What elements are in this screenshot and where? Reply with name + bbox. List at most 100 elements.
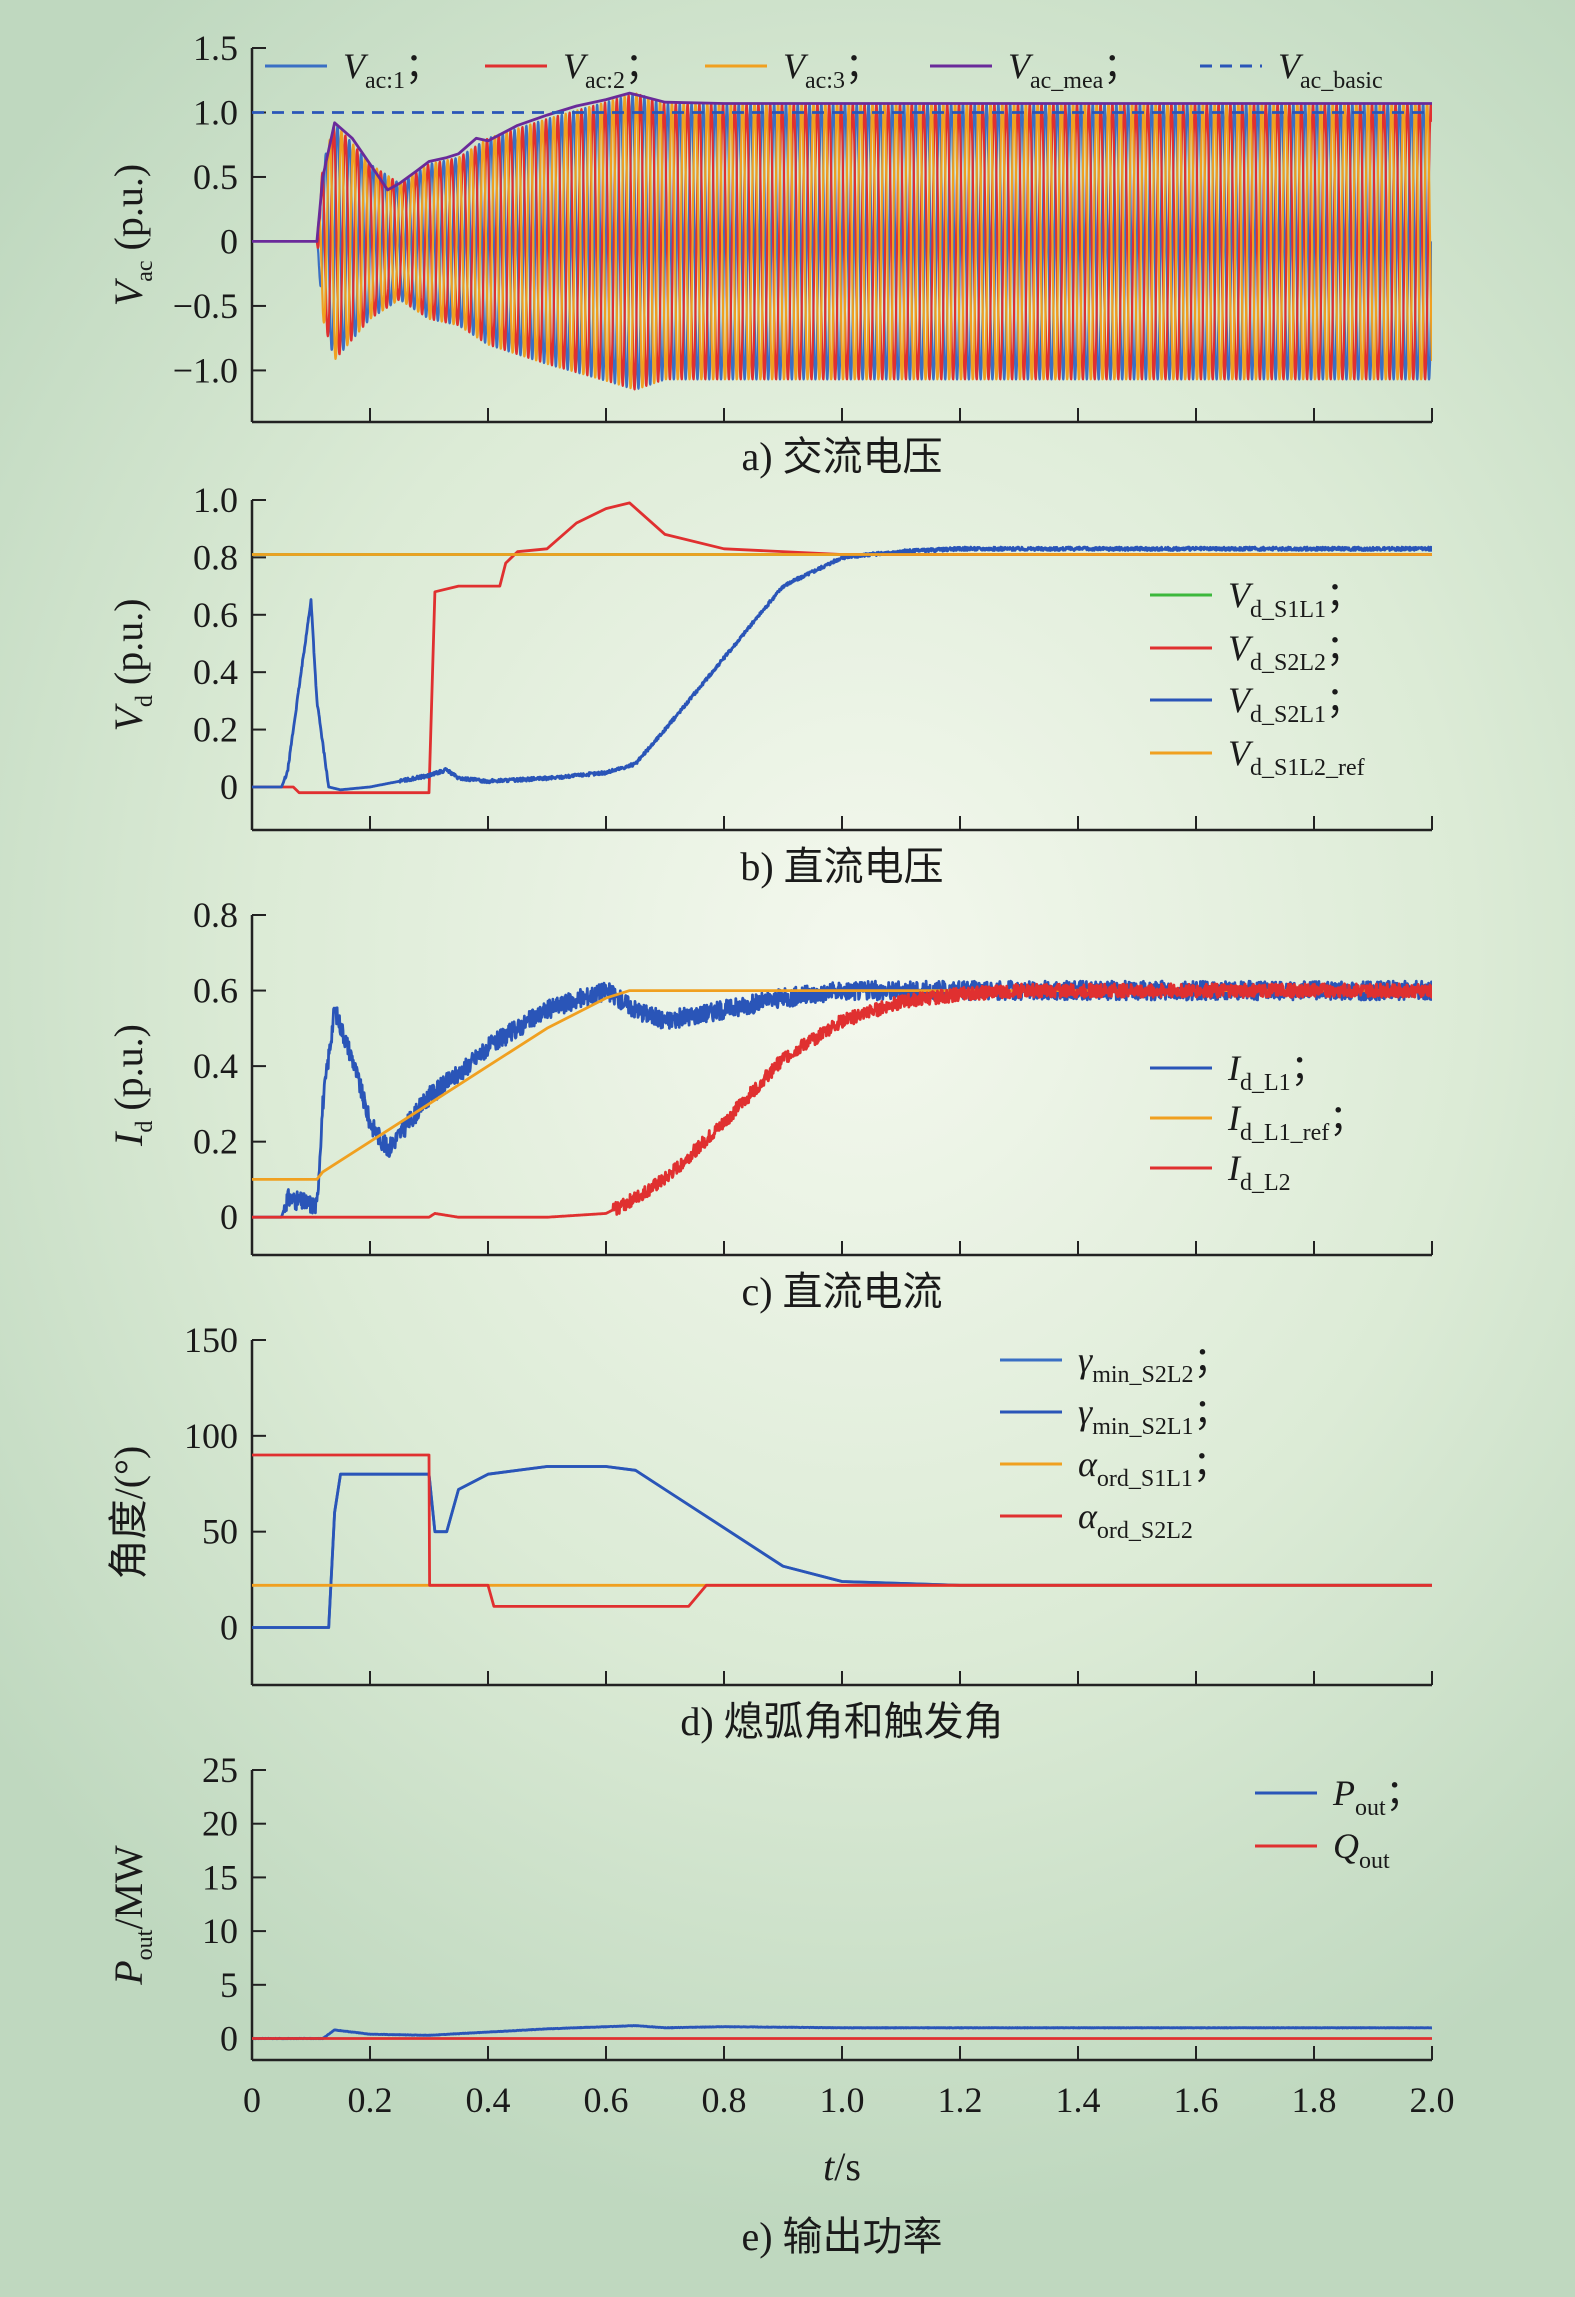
legend-entry: Pout； — [1255, 1773, 1422, 1821]
series-line — [252, 2024, 1432, 2041]
legend-entry: Vac:1； — [265, 46, 441, 94]
y-tick-label: 0.8 — [193, 537, 238, 577]
legend-label: Vac_basic — [1278, 46, 1383, 94]
legend-entry: Vac:2； — [485, 46, 661, 94]
y-tick-label: 0 — [220, 1608, 238, 1648]
legend-entry: Vac:3； — [705, 46, 881, 94]
y-tick-label: 0.2 — [193, 710, 238, 750]
series-line — [252, 93, 1432, 391]
y-tick-label: 5 — [220, 1965, 238, 2005]
legend-label: Vd_S2L1； — [1228, 680, 1362, 728]
y-axis-label: Vac (p.u.) — [106, 164, 158, 306]
y-tick-label: 0.6 — [193, 595, 238, 635]
y-tick-label: 1.0 — [193, 92, 238, 132]
y-tick-label: 10 — [202, 1911, 238, 1951]
panel-caption: a) 交流电压 — [741, 434, 942, 479]
series-line — [252, 989, 1432, 1181]
legend-entry: Vd_S1L2_ref — [1150, 733, 1365, 781]
legend-label: Qout — [1333, 1826, 1390, 1874]
legend-label: Pout； — [1332, 1773, 1422, 1821]
x-tick-label: 0 — [243, 2080, 261, 2120]
series-line — [252, 91, 1432, 243]
legend-label: Vac:3； — [783, 46, 881, 94]
legend-label: Vd_S2L2； — [1228, 628, 1362, 676]
y-tick-label: 0.4 — [193, 652, 238, 692]
series-line — [252, 1453, 1432, 1608]
legend-entry: γmin_S2L1； — [1000, 1392, 1230, 1440]
x-tick-label: 1.8 — [1292, 2080, 1337, 2120]
y-tick-label: 150 — [184, 1320, 238, 1360]
legend-entry: Vd_S1L1； — [1150, 575, 1362, 623]
x-tick-label: 0.2 — [348, 2080, 393, 2120]
y-tick-label: 15 — [202, 1857, 238, 1897]
panel-caption: d) 熄弧角和触发角 — [680, 1699, 1003, 1744]
y-tick-label: 0 — [220, 767, 238, 807]
panel-b-dc-voltage: 0 0.2 0.4 0.6 0.8 1.0 Vd (p.u.) b) 直流电压 Vd_S1L1；… — [106, 480, 1433, 889]
y-tick-label: 100 — [184, 1416, 238, 1456]
y-tick-label: −1.0 — [173, 350, 238, 390]
legend-label: γmin_S2L2； — [1078, 1340, 1230, 1388]
y-tick-label: 25 — [202, 1750, 238, 1790]
panel-caption: e) 输出功率 — [741, 2214, 942, 2259]
y-tick-label: 1.0 — [193, 480, 238, 520]
x-axis-label: t/s — [823, 2144, 861, 2189]
panel-d-angles: 0 50 100 150 角度/(°) d) 熄弧角和触发角 γmin_S2L2；γmin_… — [106, 1320, 1433, 1744]
legend-label: Id_L2 — [1227, 1148, 1291, 1196]
legend-entry: Id_L1； — [1150, 1048, 1327, 1096]
legend-entry: Id_L2 — [1150, 1148, 1291, 1196]
legend-entry: αord_S2L2 — [1000, 1496, 1193, 1544]
legend-label: Vac:1； — [343, 46, 441, 94]
legend-label: Id_L1； — [1227, 1048, 1327, 1096]
series-line — [252, 92, 1432, 390]
y-axis-label: 角度/(°) — [106, 1446, 151, 1580]
series-line — [252, 1465, 1432, 1629]
legend-label: Vd_S1L2_ref — [1228, 733, 1365, 781]
series-line — [252, 501, 1432, 795]
x-tick-label: 2.0 — [1410, 2080, 1455, 2120]
legend-label: Vac_mea； — [1008, 46, 1139, 94]
legend-entry: Id_L1_ref； — [1150, 1098, 1365, 1146]
x-tick-label: 0.8 — [702, 2080, 747, 2120]
legend-entry: γmin_S2L2； — [1000, 1340, 1230, 1388]
series-line — [252, 982, 1432, 1219]
y-tick-label: 0 — [220, 1197, 238, 1237]
x-tick-label: 1.6 — [1174, 2080, 1219, 2120]
y-tick-label: 0.8 — [193, 895, 238, 935]
x-tick-label: 0.4 — [466, 2080, 511, 2120]
y-tick-label: 0 — [220, 2019, 238, 2059]
y-tick-label: 50 — [202, 1512, 238, 1552]
legend-label: αord_S1L1； — [1078, 1444, 1229, 1492]
legend-label: γmin_S2L1； — [1078, 1392, 1230, 1440]
legend-entry: αord_S1L1； — [1000, 1444, 1229, 1492]
x-tick-label: 1.2 — [938, 2080, 983, 2120]
y-tick-label: 1.5 — [193, 28, 238, 68]
legend-label: Vd_S1L1； — [1228, 575, 1362, 623]
legend-entry: Vd_S2L2； — [1150, 628, 1362, 676]
panel-c-dc-current: 0 0.2 0.4 0.6 0.8 Id (p.u.) c) 直流电流 Id_L1；Id_L1… — [106, 895, 1433, 1314]
x-tick-label: 1.0 — [820, 2080, 865, 2120]
legend-entry: Vd_S2L1； — [1150, 680, 1362, 728]
panel-caption: b) 直流电压 — [740, 844, 943, 889]
y-tick-label: 0.5 — [193, 157, 238, 197]
legend-label: Vac:2； — [563, 46, 661, 94]
panel-a-ac-voltage: −1.0 −0.5 0 0.5 1.0 1.5 Vac (p.u.) a) 交流电压 Vac:1… — [106, 28, 1433, 479]
legend-entry: Vac_basic — [1200, 46, 1383, 94]
x-tick-label: 1.4 — [1056, 2080, 1101, 2120]
y-tick-label: 0 — [220, 221, 238, 261]
y-axis-label: Id (p.u.) — [106, 1024, 158, 1147]
legend-entry: Vac_mea； — [930, 46, 1139, 94]
legend-entry: Qout — [1255, 1826, 1390, 1874]
panel-e-output-power: 0 5 10 15 20 25 0 0.2 0.4 0.6 0.8 1.0 1.2 1.4 1.6 1.8 2.… — [106, 1750, 1455, 2259]
y-tick-label: 20 — [202, 1804, 238, 1844]
y-axis-label: Vd (p.u.) — [106, 598, 158, 731]
legend-label: αord_S2L2 — [1078, 1496, 1193, 1544]
series-line — [252, 92, 1432, 390]
y-tick-label: 0.6 — [193, 971, 238, 1011]
y-tick-label: 0.4 — [193, 1046, 238, 1086]
y-tick-label: −0.5 — [173, 286, 238, 326]
legend-label: Id_L1_ref； — [1227, 1098, 1365, 1146]
panel-caption: c) 直流电流 — [741, 1269, 942, 1314]
y-tick-label: 0.2 — [193, 1122, 238, 1162]
x-tick-label: 0.6 — [584, 2080, 629, 2120]
